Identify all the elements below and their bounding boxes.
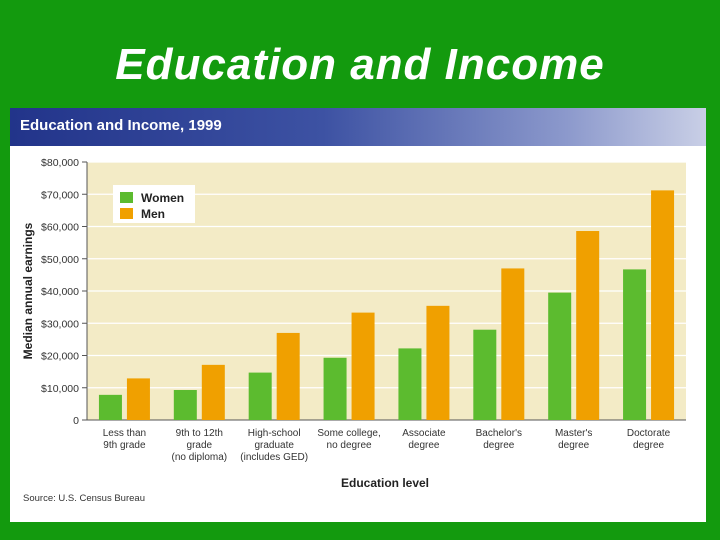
- bar-men: [426, 305, 450, 420]
- bar-men: [576, 231, 600, 420]
- bar-chart: 0 $10,000 $20,000 $30,000 $40,000 $50,000 $60,…: [21, 157, 686, 504]
- y-tick-label: $70,000: [41, 189, 79, 201]
- bar-women: [623, 269, 647, 420]
- x-tick-label: Less than 9th grade: [103, 428, 146, 451]
- legend-label-women: Women: [141, 191, 184, 205]
- y-tick-label: $80,000: [41, 157, 79, 169]
- legend-label-men: Men: [141, 207, 165, 221]
- bar-women: [98, 394, 122, 420]
- legend-swatch-women: [120, 192, 133, 203]
- bar-men: [351, 312, 375, 420]
- x-tick-label: Doctorate degree: [627, 428, 671, 451]
- x-axis-title: Education level: [341, 476, 429, 490]
- x-tick-label: Some college, no degree: [317, 428, 380, 451]
- x-tick-label: Master's degree: [555, 428, 592, 451]
- bar-women: [173, 390, 197, 420]
- slide-title: Education and Income: [115, 40, 605, 89]
- bar-men: [126, 378, 150, 420]
- bar-women: [548, 292, 572, 420]
- bar-men: [651, 190, 675, 420]
- chart-header: Education and Income, 1999: [10, 108, 706, 146]
- y-axis-title: Median annual earnings: [21, 222, 35, 359]
- legend-swatch-men: [120, 208, 133, 219]
- chart-title: Education and Income, 1999: [20, 117, 222, 134]
- bar-men: [501, 268, 525, 420]
- y-tick-label: $50,000: [41, 254, 79, 266]
- y-tick-label: $60,000: [41, 222, 79, 234]
- bar-men: [201, 364, 225, 420]
- bar-women: [248, 372, 272, 420]
- x-tick-label: Bachelor's degree: [476, 428, 522, 451]
- y-tick-label: $20,000: [41, 351, 79, 363]
- bar-women: [473, 329, 497, 420]
- x-tick-label: 9th to 12th grade (no diploma): [172, 428, 228, 463]
- y-tick-label: $30,000: [41, 318, 79, 330]
- x-tick-label: Associate degree: [402, 428, 446, 451]
- x-tick-label: High-school graduate (includes GED): [240, 428, 308, 463]
- y-tick-label: $40,000: [41, 286, 79, 298]
- y-tick-label: $10,000: [41, 383, 79, 395]
- source-note: Source: U.S. Census Bureau: [23, 493, 145, 504]
- bar-women: [398, 348, 422, 420]
- bar-women: [323, 357, 347, 420]
- bar-men: [276, 332, 300, 420]
- chart-card: Education and Income, 1999 0 $10,000 $20,0…: [10, 108, 706, 522]
- y-tick-label: 0: [73, 415, 79, 427]
